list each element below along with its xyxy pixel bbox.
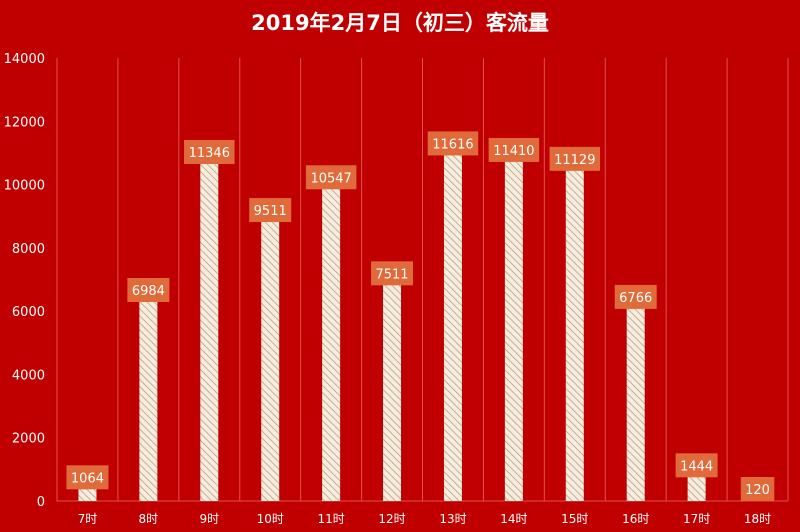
data-label: 11346: [189, 146, 230, 161]
bar: [565, 148, 584, 501]
x-tick-label: 10时: [257, 512, 284, 526]
y-tick-label: 14000: [4, 52, 45, 67]
data-label-box: [740, 477, 775, 501]
grid-lines: [56, 58, 789, 502]
x-axis: 7时 8时 9时 10时 11时 12时 13时 14时 15时 16时 17时 18时: [78, 512, 772, 526]
x-tick-label: 16时: [622, 512, 649, 526]
y-tick-label: 6000: [12, 305, 45, 320]
y-tick-label: 4000: [12, 368, 45, 383]
data-label-box: [371, 261, 414, 286]
x-tick-label: 15时: [561, 512, 588, 526]
bars: [78, 133, 767, 501]
x-tick-label: 11时: [317, 512, 344, 526]
data-label: 6984: [132, 284, 165, 299]
x-tick-label: 9时: [199, 512, 219, 526]
data-label: 9511: [254, 204, 287, 219]
bar: [383, 263, 402, 501]
x-tick-label: 14时: [500, 512, 527, 526]
x-tick-label: 12时: [378, 512, 405, 526]
data-labels: 1064 6984 11346 9511 10547 7511 11616 11410 1112…: [66, 131, 775, 501]
x-tick-label: 17时: [683, 512, 710, 526]
data-label-box: [249, 198, 292, 223]
data-label-box: [488, 137, 540, 162]
y-tick-label: 2000: [12, 432, 45, 447]
data-label-box: [614, 284, 657, 309]
data-label: 120: [745, 483, 770, 498]
bar: [504, 139, 523, 501]
bar: [626, 286, 645, 501]
y-tick-label: 12000: [4, 115, 45, 130]
data-label: 7511: [375, 267, 408, 282]
data-label-box: [127, 278, 170, 303]
x-tick-label: 7时: [78, 512, 98, 526]
x-tick-label: 8时: [139, 512, 159, 526]
data-label: 11410: [493, 144, 534, 159]
y-axis: 0 2000 4000 6000 8000 10000 12000 14000: [4, 52, 45, 510]
x-tick-label: 13时: [439, 512, 466, 526]
data-label-box: [549, 146, 601, 171]
bar: [200, 141, 219, 501]
data-label: 10547: [310, 171, 351, 186]
bar: [261, 200, 280, 501]
data-label-box: [66, 465, 109, 490]
data-label-box: [305, 165, 357, 190]
y-tick-label: 8000: [12, 242, 45, 257]
chart-title: 2019年2月7日（初三）客流量: [251, 11, 549, 35]
bar: [443, 133, 462, 501]
data-label-box: [427, 131, 479, 156]
x-tick-label: 18时: [744, 512, 771, 526]
data-label-box: [184, 139, 235, 164]
data-label: 1064: [71, 471, 104, 486]
y-tick-label: 10000: [4, 179, 45, 194]
data-label: 6766: [619, 291, 652, 306]
bar: [322, 167, 341, 501]
y-tick-label: 0: [37, 495, 45, 510]
data-label-box: [675, 453, 718, 478]
bar: [139, 280, 158, 501]
data-label: 1444: [680, 459, 713, 474]
data-label: 11616: [432, 137, 473, 152]
data-label: 11129: [554, 153, 595, 168]
